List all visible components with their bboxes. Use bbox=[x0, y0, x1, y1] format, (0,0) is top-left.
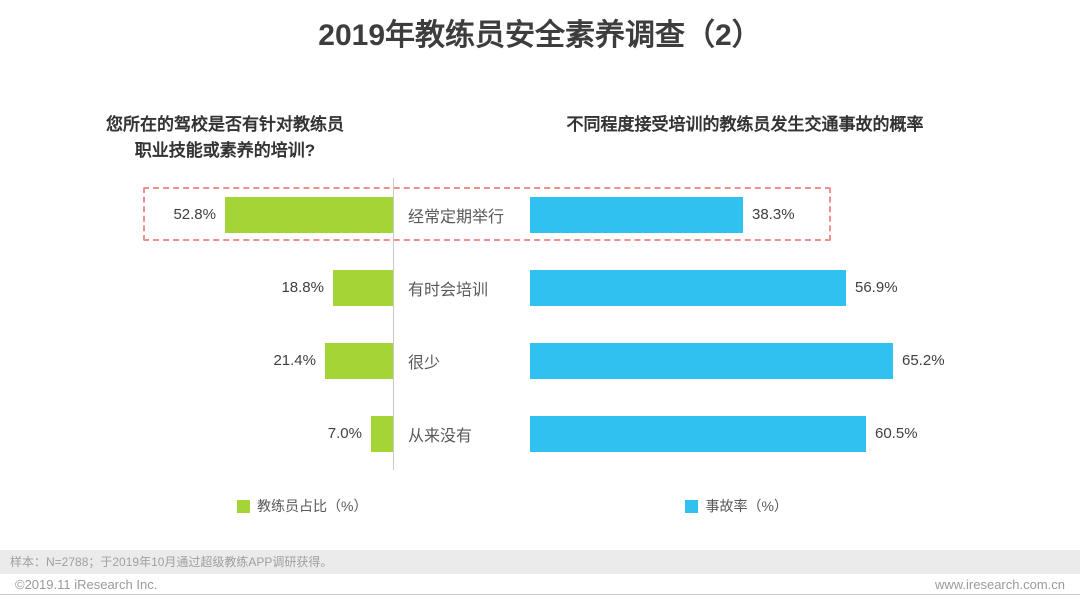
tornado-chart: 52.8% 经常定期举行 38.3% 18.8% 有时会培训 56.9% 21.4% 很少 65… bbox=[103, 178, 1020, 470]
page-title: 2019年教练员安全素养调查（2） bbox=[318, 19, 762, 52]
blue-legend-swatch-icon bbox=[685, 499, 699, 513]
left-chart-title-line1: 您所在的驾校是否有针对教练员 bbox=[106, 115, 344, 134]
chart-row: 52.8% 经常定期举行 38.3% bbox=[103, 178, 1020, 251]
right-chart-title: 不同程度接受培训的教练员发生交通事故的概率 bbox=[566, 115, 924, 134]
legend-accident-rate-label: 事故率（%） bbox=[705, 498, 788, 514]
instructor-share-bar bbox=[333, 269, 393, 306]
accident-rate-value: 56.9% bbox=[855, 279, 898, 296]
legend-accident-rate: 事故率（%） bbox=[685, 496, 788, 516]
legend-instructor-share: 教练员占比（%） bbox=[237, 496, 367, 516]
instructor-share-bar bbox=[371, 415, 393, 452]
category-label: 有时会培训 bbox=[408, 281, 489, 299]
instructor-share-value: 52.8% bbox=[173, 206, 216, 223]
instructor-share-value: 18.8% bbox=[281, 279, 324, 296]
sample-note: 样本：N=2788；于2019年10月通过超级教练APP调研获得。 bbox=[0, 550, 1080, 574]
accident-rate-value: 60.5% bbox=[875, 425, 918, 442]
instructor-share-bar bbox=[325, 342, 393, 379]
accident-rate-bar bbox=[530, 342, 893, 379]
instructor-share-bar bbox=[225, 196, 393, 233]
chart-row: 18.8% 有时会培训 56.9% bbox=[103, 251, 1020, 324]
left-chart-title-line2: 职业技能或素养的培训? bbox=[134, 141, 316, 160]
left-chart-title: 您所在的驾校是否有针对教练员 职业技能或素养的培训? bbox=[40, 112, 410, 164]
website-link[interactable]: www.iresearch.com.cn bbox=[934, 576, 1065, 592]
accident-rate-bar bbox=[530, 196, 743, 233]
accident-rate-value: 38.3% bbox=[752, 206, 795, 223]
legend-row: 教练员占比（%） 事故率（%） bbox=[0, 496, 1080, 516]
accident-rate-bar bbox=[530, 269, 846, 306]
instructor-share-value: 21.4% bbox=[273, 352, 316, 369]
category-label: 经常定期举行 bbox=[408, 208, 505, 226]
accident-rate-bar bbox=[530, 415, 866, 452]
instructor-share-value: 7.0% bbox=[327, 425, 362, 442]
bottom-bar: ©2019.11 iResearch Inc. www.iresearch.co… bbox=[0, 574, 1080, 595]
category-label: 很少 bbox=[408, 354, 441, 372]
copyright-text: ©2019.11 iResearch Inc. bbox=[15, 576, 158, 592]
chart-row: 21.4% 很少 65.2% bbox=[103, 324, 1020, 397]
legend-instructor-share-label: 教练员占比（%） bbox=[257, 498, 368, 514]
green-legend-swatch-icon bbox=[237, 499, 250, 513]
accident-rate-value: 65.2% bbox=[902, 352, 945, 369]
chart-row: 7.0% 从来没有 60.5% bbox=[103, 397, 1020, 470]
category-label: 从来没有 bbox=[408, 427, 473, 445]
chart-titles-row: 您所在的驾校是否有针对教练员 职业技能或素养的培训? 不同程度接受培训的教练员发… bbox=[0, 112, 1080, 164]
